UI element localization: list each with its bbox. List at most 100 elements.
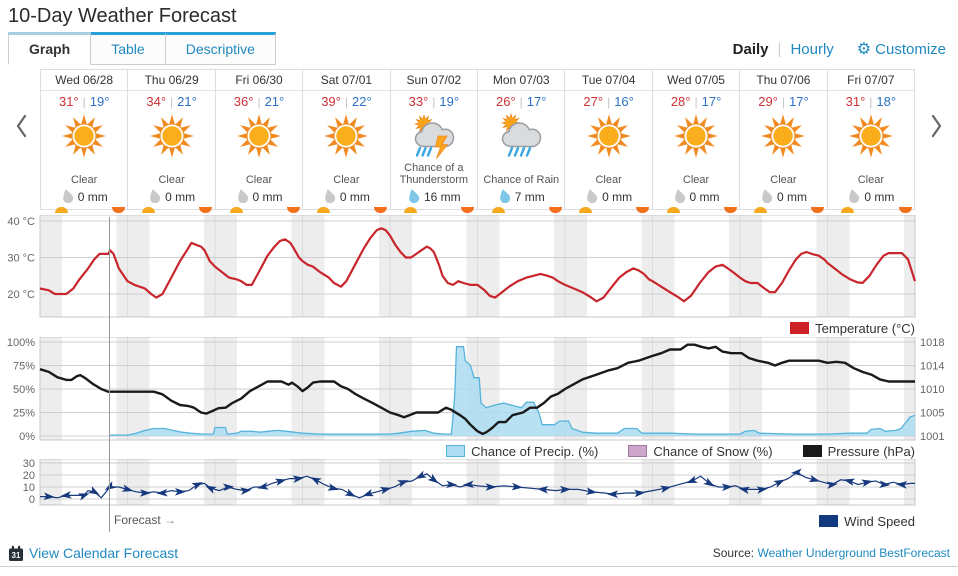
low-temp: 19° — [89, 94, 110, 109]
customize-button[interactable]: ⚙ Customize — [857, 41, 946, 58]
day-temps: 33° | 19° — [408, 94, 460, 109]
precip-row: 0 mm — [565, 189, 651, 205]
precip-amount: 0 mm — [339, 190, 370, 204]
tab-bar: Graph Table Descriptive Daily | Hourly ⚙… — [0, 31, 958, 65]
sunrise-icon — [666, 207, 680, 213]
chevron-left-icon[interactable] — [14, 113, 32, 143]
day-card[interactable]: Sun 07/02 33° | 19° Chance of a Thunderstorm… — [390, 70, 479, 213]
day-card[interactable]: Wed 07/05 28° | 17° Clear 0 mm — [652, 70, 741, 213]
day-card[interactable]: Thu 06/29 34° | 21° Clear 0 mm — [128, 70, 216, 213]
clear-icon — [41, 113, 127, 159]
sunset-icon — [374, 207, 388, 213]
legend-item: Pressure (hPa) — [802, 444, 915, 459]
low-temp: 18° — [876, 94, 897, 109]
svg-text:1018: 1018 — [920, 337, 944, 349]
precip-amount: 0 mm — [77, 190, 108, 204]
condition-label: Clear — [245, 174, 273, 186]
precip-amount: 0 mm — [776, 190, 807, 204]
svg-text:0%: 0% — [19, 431, 35, 443]
svg-text:31: 31 — [12, 551, 21, 560]
day-card[interactable]: Wed 06/28 31° | 19° Clear 0 mm — [40, 70, 129, 213]
day-temps: 34° | 21° — [146, 94, 197, 109]
legend-swatch — [790, 322, 810, 334]
svg-text:1010: 1010 — [920, 384, 944, 396]
precip-row: 0 mm — [128, 189, 214, 205]
condition-label: Clear — [71, 174, 98, 186]
legend-swatch — [802, 445, 822, 457]
droplet-icon — [407, 188, 420, 206]
day-card[interactable]: Sat 07/01 39° | 22° Clear 0 mm — [303, 70, 391, 213]
high-temp: 39° — [321, 94, 341, 109]
day-card[interactable]: Fri 07/07 31° | 18° Clear 0 mm — [827, 70, 916, 213]
clear-icon — [828, 113, 914, 159]
svg-text:1001: 1001 — [920, 431, 944, 443]
day-card[interactable]: Tue 07/04 27° | 16° Clear 0 mm — [565, 70, 653, 213]
svg-text:20 °C: 20 °C — [7, 289, 35, 301]
precip-row: 0 mm — [216, 189, 302, 205]
sunrise-icon — [229, 207, 243, 213]
legend-label: Temperature (°C) — [815, 320, 915, 336]
sunrise-icon — [404, 207, 418, 213]
condition-label: Clear — [158, 174, 185, 186]
legend-label: Chance of Snow (%) — [653, 443, 773, 459]
legend-item: Chance of Precip. (%) — [446, 444, 598, 459]
day-temps: 27° | 16° — [583, 94, 634, 109]
svg-text:25%: 25% — [13, 408, 35, 420]
day-card[interactable]: Fri 06/30 36° | 21° Clear 0 mm — [215, 70, 304, 213]
tab-descriptive[interactable]: Descriptive — [165, 32, 276, 65]
daily-toggle[interactable]: Daily — [732, 41, 769, 58]
tab-table[interactable]: Table — [91, 32, 166, 65]
high-temp: 36° — [233, 94, 254, 109]
clear-icon — [216, 113, 302, 159]
high-temp: 31° — [58, 94, 79, 109]
source-link[interactable]: Weather Underground BestForecast — [757, 546, 950, 560]
view-calendar-link[interactable]: 31 View Calendar Forecast — [8, 545, 178, 562]
precip-row: 0 mm — [41, 189, 127, 205]
sunrise-icon — [142, 207, 156, 213]
sunrise-icon — [317, 207, 331, 213]
arrow-right-icon: → — [164, 513, 177, 527]
tab-graph[interactable]: Graph — [8, 32, 92, 65]
droplet-icon — [673, 188, 686, 206]
precip-amount: 0 mm — [864, 190, 895, 204]
sunset-icon — [723, 207, 737, 213]
sunrise-icon — [841, 207, 855, 213]
day-date: Fri 06/30 — [215, 70, 303, 91]
page-footer: 31 View Calendar Forecast Source: Weathe… — [0, 543, 958, 563]
condition-label: Clear — [333, 174, 360, 186]
condition-label: Clear — [857, 174, 884, 186]
legend-swatch — [628, 445, 648, 457]
droplet-icon — [847, 188, 860, 206]
precip-amount: 7 mm — [514, 190, 545, 204]
sunset-icon — [199, 207, 213, 213]
condition-label: Clear — [595, 174, 622, 186]
forecast-annotation: Forecast → — [114, 513, 177, 527]
day-card[interactable]: Thu 07/06 29° | 17° Clear 0 mm — [740, 70, 828, 213]
legend-item: Temperature (°C) — [790, 321, 915, 336]
sunrise-icon — [491, 207, 505, 213]
precip-pressure-chart: 100% 1018 75% 1014 50% 1010 25% 1005 0% 1001 — [7, 337, 944, 443]
droplet-icon — [323, 188, 336, 206]
precip-amount: 0 mm — [689, 190, 720, 204]
high-temp: 29° — [758, 94, 778, 109]
hourly-toggle[interactable]: Hourly — [790, 41, 834, 58]
low-temp: 17° — [701, 94, 722, 109]
calendar-icon: 31 — [9, 545, 23, 561]
low-temp: 19° — [439, 94, 460, 109]
legend-swatch — [446, 445, 466, 457]
day-card[interactable]: Mon 07/03 26° | 17° Chance of Rain 7 mm — [478, 70, 566, 213]
chevron-right-icon[interactable] — [928, 113, 946, 143]
clear-icon — [303, 113, 389, 159]
day-carousel: Wed 06/28 31° | 19° Clear 0 mm Thu 06/29 34° | 21… — [0, 69, 958, 213]
forecast-charts: 40 °C 30 °C 20 °C Temperature (°C) 100% 101… — [0, 215, 958, 532]
temperature-legend: Temperature (°C) — [0, 319, 958, 337]
day-date: Mon 07/03 — [478, 70, 565, 91]
droplet-icon — [61, 188, 74, 206]
droplet-icon — [148, 188, 161, 206]
gear-icon: ⚙ — [856, 40, 872, 58]
svg-text:10: 10 — [23, 482, 35, 494]
low-temp: 17° — [789, 94, 809, 109]
sunrise-icon — [579, 207, 593, 213]
day-temps: 36° | 21° — [233, 94, 285, 109]
